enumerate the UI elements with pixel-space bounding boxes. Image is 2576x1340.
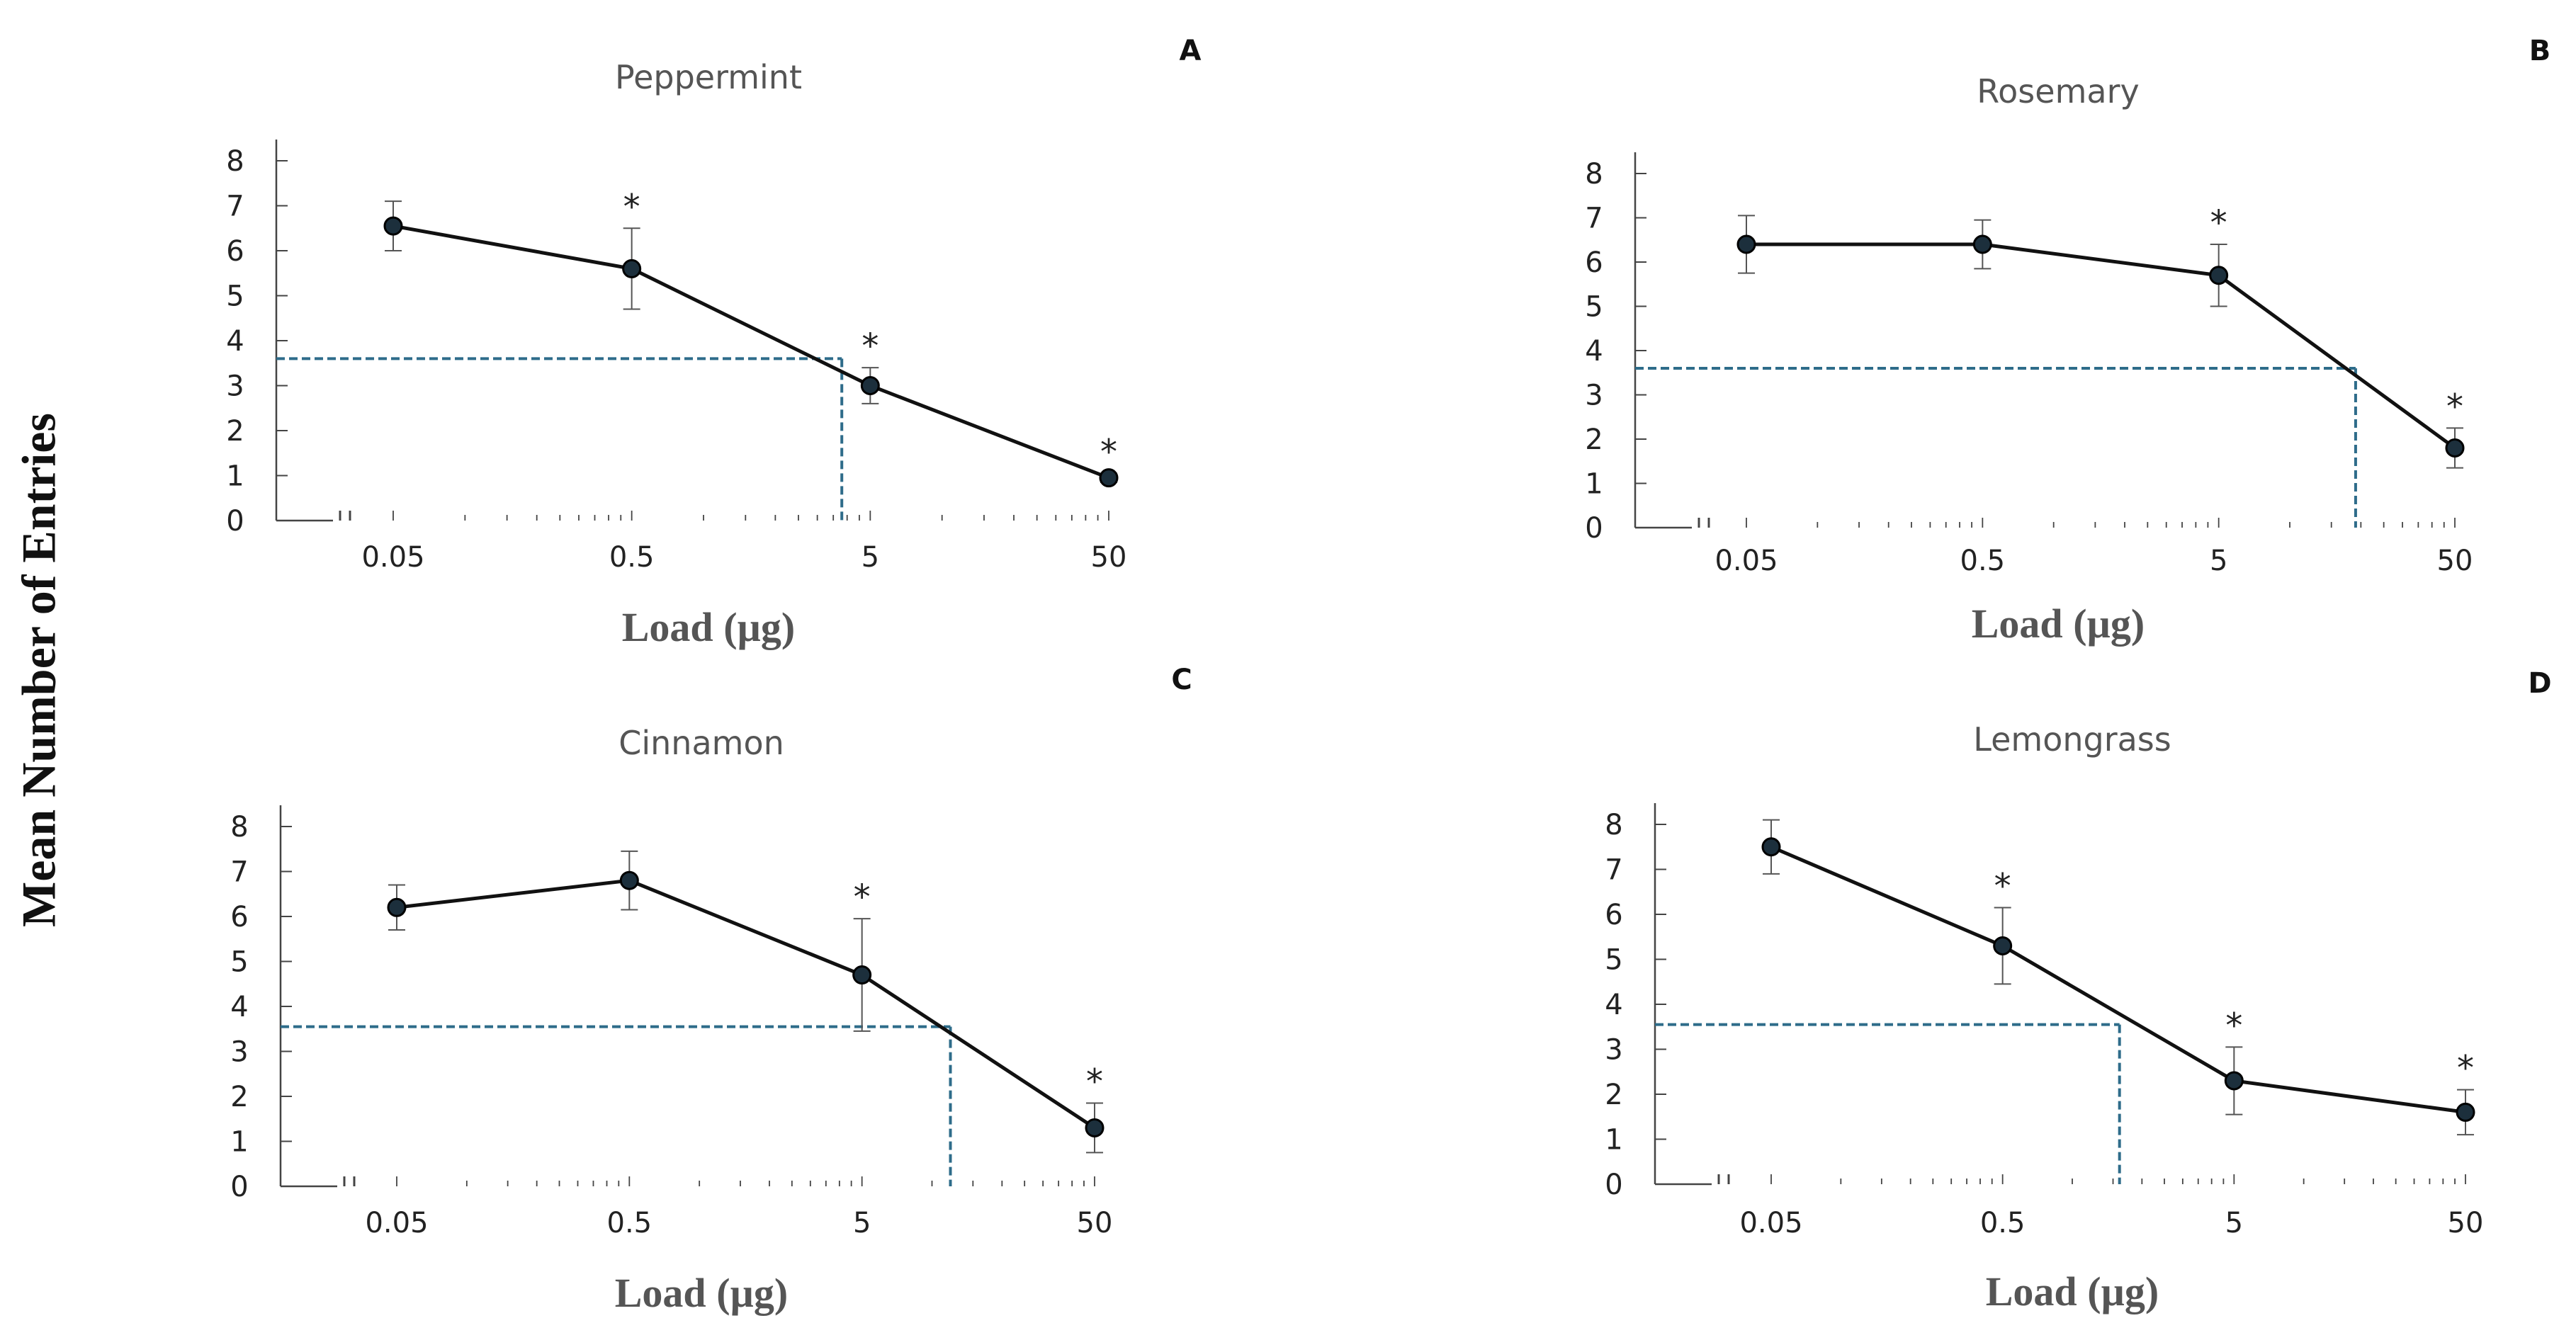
data-point: [1761, 837, 1781, 857]
significance-star: *: [1100, 432, 1117, 472]
chart-panel-d: Lemongrass D 0 1 2 3 4 5 6 7 8 0.05 0.5 5 50 Load (µg) *…: [1605, 667, 2551, 1315]
y-tick-label: 5: [226, 280, 244, 313]
y-tick-label: 3: [230, 1036, 248, 1069]
significance-star: *: [1086, 1062, 1103, 1102]
significance-star: *: [1994, 866, 2011, 906]
data-point: [1993, 936, 2013, 955]
y-tick-label: 6: [230, 901, 248, 933]
x-tick-label: 0.05: [361, 541, 424, 574]
y-tick-label: 5: [1585, 291, 1603, 324]
y-tick-label: 0: [1605, 1169, 1622, 1201]
y-tick-label: 5: [1605, 944, 1622, 977]
y-tick-label: 8: [226, 145, 244, 178]
significance-star: *: [2457, 1049, 2474, 1089]
y-tick-label: 6: [1585, 246, 1603, 279]
y-tick-label: 1: [1605, 1124, 1622, 1157]
x-tick-label: 5: [2210, 545, 2227, 577]
panel-letter: D: [2528, 667, 2551, 700]
x-tick-label: 50: [2437, 545, 2473, 577]
chart-panel-c: Cinnamon C 0 1 2 3 4 5 6 7 8 0.05 0.5 5 50 Load (µg) * *: [230, 664, 1192, 1316]
significance-star: *: [2446, 387, 2463, 426]
y-tick-label: 2: [230, 1081, 248, 1113]
data-point: [2456, 1102, 2475, 1122]
chart-panel-b: Rosemary B 0 1 2 3 4 5 6 7 8 0.05 0.5 5 50 Load (µg) * *: [1585, 35, 2550, 647]
panel-letter: B: [2529, 35, 2551, 67]
x-tick-label: 5: [853, 1207, 871, 1239]
x-tick-label: 0.5: [1980, 1207, 2026, 1239]
y-tick-label: 8: [1585, 158, 1603, 191]
x-tick-label: 0.5: [607, 1207, 653, 1239]
series-line: [1746, 242, 2456, 450]
panel-letter: A: [1180, 35, 1202, 67]
y-tick-label: 3: [226, 370, 244, 403]
significance-star: *: [623, 187, 640, 227]
y-tick-label: 4: [226, 325, 244, 358]
y-tick-label: 0: [230, 1171, 248, 1203]
x-tick-label: 5: [862, 541, 879, 574]
y-tick-label: 0: [1585, 512, 1603, 545]
y-tick-label: 7: [1605, 854, 1622, 887]
x-tick-label: 0.5: [1960, 545, 2006, 577]
x-tick-label: 0.5: [609, 541, 655, 574]
data-point: [852, 965, 872, 985]
y-tick-label: 3: [1605, 1034, 1622, 1067]
data-point: [622, 259, 642, 278]
data-point: [1972, 234, 1992, 254]
y-tick-label: 4: [1605, 989, 1622, 1021]
data-point: [2209, 266, 2229, 285]
data-point: [383, 216, 403, 236]
y-tick-label: 2: [226, 415, 244, 448]
series-line: [396, 878, 1096, 1130]
significance-star: *: [2210, 203, 2227, 243]
data-point: [619, 870, 639, 890]
x-axis-label: Load (µg): [1986, 1268, 2159, 1315]
chart-title: Cinnamon: [618, 724, 784, 762]
y-tick-label: 7: [1585, 203, 1603, 235]
data-point: [2445, 438, 2465, 458]
y-tick-label: 4: [1585, 335, 1603, 368]
x-axis-label: Load (µg): [622, 604, 796, 650]
x-tick-label: 50: [1077, 1207, 1113, 1239]
data-point: [1085, 1118, 1105, 1137]
y-tick-label: 3: [1585, 380, 1603, 412]
x-axis-label: Load (µg): [615, 1270, 789, 1316]
chart-title: Rosemary: [1977, 72, 2139, 110]
y-tick-label: 2: [1585, 424, 1603, 456]
panel-letter: C: [1171, 664, 1192, 696]
x-tick-label: 50: [2448, 1207, 2484, 1239]
y-tick-label: 6: [1605, 899, 1622, 931]
y-tick-label: 7: [230, 856, 248, 889]
significance-star: *: [862, 327, 879, 366]
y-tick-label: 2: [1605, 1079, 1622, 1111]
x-axis-label: Load (µg): [1972, 601, 2145, 647]
series-line: [1770, 845, 2466, 1114]
y-tick-label: 1: [230, 1126, 248, 1159]
y-tick-label: 8: [230, 811, 248, 844]
y-tick-label: 1: [226, 460, 244, 493]
y-tick-label: 5: [230, 946, 248, 979]
chart-panel-a: Peppermint A 0 1 2 3 4 5 6 7 8 0.05 0.5 5 50 Load (µg) *…: [226, 35, 1201, 650]
significance-star: *: [2225, 1006, 2242, 1045]
y-tick-label: 0: [226, 505, 244, 538]
series-line: [392, 224, 1109, 480]
y-tick-label: 8: [1605, 809, 1622, 841]
x-tick-label: 0.05: [365, 1207, 428, 1239]
x-tick-label: 50: [1091, 541, 1127, 574]
chart-title: Lemongrass: [1973, 720, 2171, 759]
data-point: [387, 897, 407, 917]
y-tick-label: 6: [226, 235, 244, 268]
y-tick-label: 1: [1585, 468, 1603, 501]
y-tick-label: 4: [230, 991, 248, 1023]
data-point: [1736, 234, 1756, 254]
x-tick-label: 0.05: [1714, 545, 1778, 577]
x-tick-label: 5: [2225, 1207, 2243, 1239]
data-point: [2224, 1071, 2244, 1091]
chart-title: Peppermint: [615, 58, 802, 96]
significance-star: *: [854, 878, 871, 917]
data-point: [860, 376, 880, 395]
data-point: [1099, 468, 1119, 488]
x-tick-label: 0.05: [1739, 1207, 1802, 1239]
y-tick-label: 7: [226, 191, 244, 223]
